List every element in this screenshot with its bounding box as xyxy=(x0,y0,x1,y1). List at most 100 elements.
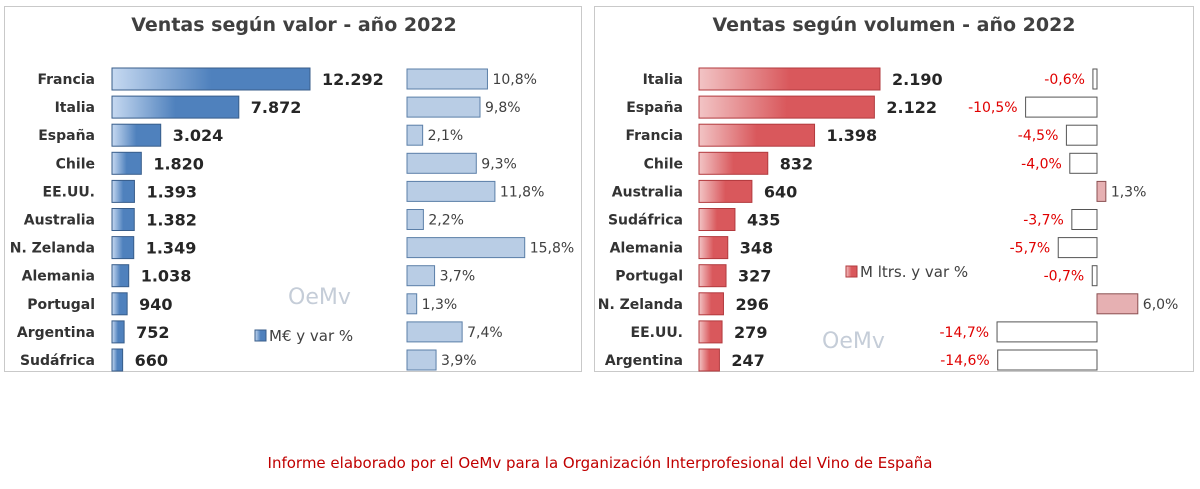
change-bar xyxy=(406,124,424,146)
value-label: 1.820 xyxy=(153,154,204,173)
category-label: España xyxy=(38,128,95,144)
change-label: 3,9% xyxy=(441,353,477,369)
change-label: 3,7% xyxy=(440,269,476,285)
value-bar xyxy=(111,348,124,372)
change-bar xyxy=(1069,152,1098,174)
change-label: -0,7% xyxy=(1044,269,1085,285)
category-label: Portugal xyxy=(27,297,95,313)
category-label: N. Zelanda xyxy=(10,241,95,257)
category-label: Sudáfrica xyxy=(20,353,95,369)
value-bar xyxy=(111,236,135,260)
value-bar xyxy=(111,123,162,147)
change-label: 2,1% xyxy=(428,128,464,144)
change-bar xyxy=(406,180,496,202)
value-label: 12.292 xyxy=(322,70,384,89)
legend-label: M€ y var % xyxy=(269,327,353,345)
change-label: 6,0% xyxy=(1143,297,1179,313)
legend-swatch xyxy=(845,265,858,278)
change-bar xyxy=(1057,237,1098,259)
legend-label: M ltrs. y var % xyxy=(860,263,968,281)
change-label: 9,3% xyxy=(481,156,517,172)
volume-chart-panel: Ventas según volumen - año 2022 Italia 2.1… xyxy=(594,6,1194,372)
value-bar xyxy=(111,179,135,203)
value-label: 435 xyxy=(747,211,780,230)
change-label: -5,7% xyxy=(1010,241,1051,257)
change-label: 15,8% xyxy=(530,241,574,257)
change-bar xyxy=(406,293,418,315)
value-label: 3.024 xyxy=(173,126,224,145)
value-bar xyxy=(111,67,311,91)
change-label: -10,5% xyxy=(968,100,1018,116)
volume-chart: Ventas según volumen - año 2022 Italia 2.1… xyxy=(598,14,1179,372)
value-label: 1.393 xyxy=(146,182,197,201)
value-chart-panel: Ventas según valor - año 2022 Francia 12.2… xyxy=(4,6,582,372)
value-label: 1.382 xyxy=(146,211,197,230)
value-label: 296 xyxy=(735,295,768,314)
change-bar xyxy=(997,349,1098,371)
value-label: 348 xyxy=(740,239,773,258)
change-bar xyxy=(1096,293,1139,315)
change-bar xyxy=(406,68,488,90)
category-label: Sudáfrica xyxy=(608,213,683,229)
category-label: España xyxy=(626,100,683,116)
value-label: 279 xyxy=(734,323,767,342)
value-label: 2.190 xyxy=(892,70,943,89)
volume-bar xyxy=(698,151,769,175)
volume-bar xyxy=(698,348,720,372)
value-label: 247 xyxy=(731,351,764,370)
value-bar xyxy=(111,320,125,344)
category-label: Chile xyxy=(644,156,683,172)
category-label: Italia xyxy=(55,100,95,116)
change-bar xyxy=(406,265,436,287)
volume-bar xyxy=(698,292,724,316)
category-label: Alemania xyxy=(610,241,683,257)
value-label: 752 xyxy=(136,323,169,342)
change-label: 11,8% xyxy=(500,184,544,200)
category-label: Alemania xyxy=(22,269,95,285)
change-bar xyxy=(1092,68,1098,90)
category-label: Italia xyxy=(643,72,683,88)
value-label: 7.872 xyxy=(251,98,302,117)
change-label: -0,6% xyxy=(1044,72,1085,88)
value-bar xyxy=(111,208,135,231)
change-bar xyxy=(1091,265,1098,287)
volume-bar xyxy=(698,208,736,231)
category-label: Australia xyxy=(24,213,95,229)
value-label: 660 xyxy=(135,351,168,370)
value-bar xyxy=(111,292,128,316)
value-label: 940 xyxy=(139,295,172,314)
change-bar xyxy=(406,152,477,174)
change-bar xyxy=(1071,209,1098,230)
volume-bar xyxy=(698,264,727,288)
category-label: Australia xyxy=(612,184,683,200)
volume-bar xyxy=(698,179,753,203)
footer-credit: Informe elaborado por el OeMv para la Or… xyxy=(267,454,933,472)
change-label: -4,5% xyxy=(1018,128,1059,144)
value-chart: Ventas según valor - año 2022 Francia 12.2… xyxy=(10,14,574,372)
category-label: Argentina xyxy=(605,353,683,369)
change-bar xyxy=(1025,96,1098,118)
volume-bar xyxy=(698,95,875,119)
change-label: -3,7% xyxy=(1023,213,1064,229)
value-label: 640 xyxy=(764,182,797,201)
category-label: N. Zelanda xyxy=(598,297,683,313)
volume-bar xyxy=(698,236,729,260)
category-label: Portugal xyxy=(615,269,683,285)
change-label: -4,0% xyxy=(1021,156,1062,172)
change-label: 2,2% xyxy=(428,213,464,229)
value-label: 832 xyxy=(780,154,813,173)
category-label: Chile xyxy=(56,156,95,172)
chart-title: Ventas según valor - año 2022 xyxy=(131,14,457,36)
oemv-watermark-logo: OeMv xyxy=(822,329,885,354)
value-bar xyxy=(111,151,142,175)
value-bar xyxy=(111,264,130,288)
change-label: 9,8% xyxy=(485,100,521,116)
change-label: -14,7% xyxy=(940,325,990,341)
value-label: 2.122 xyxy=(886,98,937,117)
category-label: Argentina xyxy=(17,325,95,341)
change-bar xyxy=(406,96,481,118)
value-label: 327 xyxy=(738,267,771,286)
chart-title: Ventas según volumen - año 2022 xyxy=(712,14,1075,36)
change-label: 1,3% xyxy=(1111,184,1147,200)
category-label: Francia xyxy=(37,72,95,88)
